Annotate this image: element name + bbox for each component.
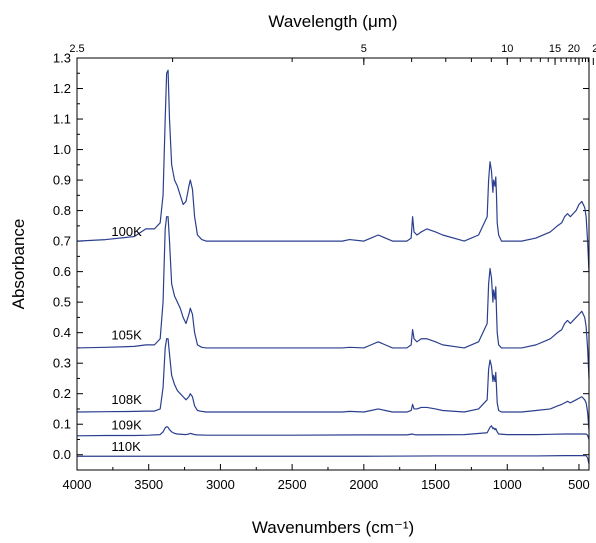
y-axis-title: Absorbance — [9, 219, 28, 310]
x-tick-label: 2000 — [349, 477, 378, 492]
x-tick-label: 1000 — [493, 477, 522, 492]
x-tick-label: 2500 — [278, 477, 307, 492]
y-axis: 0.0 0.1 0.2 0.3 0.4 0.5 0.6 0.7 0.8 0.9 1.0 1.1 1.2 1… — [53, 51, 589, 462]
x-tick-label: 1500 — [421, 477, 450, 492]
top-tick-label: 20 — [568, 43, 580, 55]
top-tick-label: 15 — [549, 43, 561, 55]
series-100K-line — [76, 69, 590, 272]
x-tick-label: 3000 — [206, 477, 235, 492]
y-tick-label: 0.3 — [53, 356, 71, 371]
y-tick-label: 0.2 — [53, 386, 71, 401]
top-tick-label: 5 — [361, 43, 367, 55]
x-tick-label: 3500 — [134, 477, 163, 492]
y-tick-label: 1.1 — [53, 112, 71, 127]
x-axis-title: Wavenumbers (cm⁻¹) — [252, 518, 414, 537]
x-axis: 4000 3500 3000 2500 2000 1500 1000 500 — [63, 464, 590, 492]
y-tick-label: 0.0 — [53, 447, 71, 462]
series-105K-line — [76, 216, 590, 379]
y-tick-label: 0.4 — [53, 325, 71, 340]
y-tick-label: 0.7 — [53, 234, 71, 249]
series-label-110K: 110K — [111, 439, 141, 454]
plot-frame — [76, 57, 590, 471]
x-tick-label: 500 — [568, 477, 590, 492]
series-labels: 100K 105K 108K 109K 110K — [111, 224, 142, 454]
top-tick-label: 10 — [501, 43, 513, 55]
y-tick-label: 1.2 — [53, 81, 71, 96]
series-label-105K: 105K — [111, 328, 142, 343]
y-tick-label: 0.8 — [53, 203, 71, 218]
spectra-series — [76, 69, 590, 465]
y-tick-label: 0.1 — [53, 417, 71, 432]
y-tick-label: 0.5 — [53, 295, 71, 310]
top-tick-label: 25 — [592, 43, 596, 55]
y-tick-label: 0.6 — [53, 264, 71, 279]
y-tick-label: 1.0 — [53, 142, 71, 157]
y-tick-label: 1.3 — [53, 51, 71, 66]
top-tick-label: 2.5 — [69, 43, 84, 55]
top-axis-title: Wavelength (μm) — [268, 12, 397, 31]
top-wavelength-axis: 2.5 5 10 15 20 25 — [69, 43, 596, 65]
x-tick-label: 4000 — [63, 477, 92, 492]
series-label-108K: 108K — [111, 392, 142, 407]
series-109K-line — [76, 425, 590, 440]
series-label-109K: 109K — [111, 418, 142, 433]
series-label-100K: 100K — [111, 224, 142, 239]
series-110K-line — [77, 455, 590, 465]
y-tick-label: 0.9 — [53, 173, 71, 188]
series-108K-line — [76, 338, 590, 431]
